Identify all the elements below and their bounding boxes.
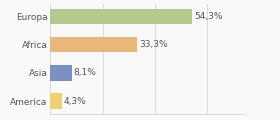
Bar (50, 65, 72, 81)
Text: 33,3%: 33,3% (139, 40, 168, 49)
Bar (50, 93, 62, 109)
Text: 4,3%: 4,3% (64, 97, 87, 106)
Bar (50, 9, 192, 24)
Text: 54,3%: 54,3% (194, 12, 223, 21)
Text: 8,1%: 8,1% (74, 68, 97, 77)
Bar (50, 37, 137, 52)
